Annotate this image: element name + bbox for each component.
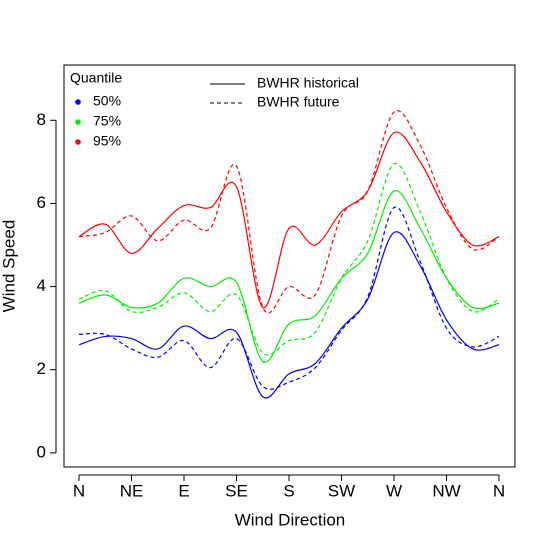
- y-tick-label: 8: [37, 110, 46, 129]
- legend-marker: [75, 119, 81, 125]
- x-tick-label: N: [493, 481, 505, 500]
- y-tick-label: 6: [37, 193, 46, 212]
- y-tick-label: 4: [37, 276, 46, 295]
- legend-marker: [75, 139, 81, 145]
- x-tick-label: N: [73, 481, 85, 500]
- legend-marker: [75, 99, 81, 105]
- x-tick-label: NE: [120, 481, 144, 500]
- y-tick-label: 0: [37, 442, 46, 461]
- legend-title: Quantile: [70, 70, 122, 86]
- legend-label: BWHR historical: [257, 75, 359, 91]
- y-axis-label: Wind Speed: [0, 220, 18, 313]
- series-line: [78, 231, 500, 399]
- series-line: [78, 190, 500, 363]
- x-tick-label: NW: [432, 481, 460, 500]
- series-line: [78, 109, 500, 314]
- legend-label: 50%: [93, 93, 121, 109]
- plot-frame: [63, 64, 516, 468]
- series-line: [78, 131, 500, 308]
- legend-label: BWHR future: [257, 94, 340, 110]
- x-tick-label: SW: [328, 481, 355, 500]
- legend-label: 75%: [93, 113, 121, 129]
- y-tick-label: 2: [37, 359, 46, 378]
- x-axis-label: Wind Direction: [235, 510, 346, 529]
- x-tick-label: S: [283, 481, 294, 500]
- legend-label: 95%: [93, 133, 121, 149]
- x-tick-label: W: [386, 481, 402, 500]
- x-tick-label: E: [178, 481, 189, 500]
- x-tick-label: SE: [225, 481, 248, 500]
- series-line: [78, 163, 500, 356]
- series-line: [78, 206, 500, 390]
